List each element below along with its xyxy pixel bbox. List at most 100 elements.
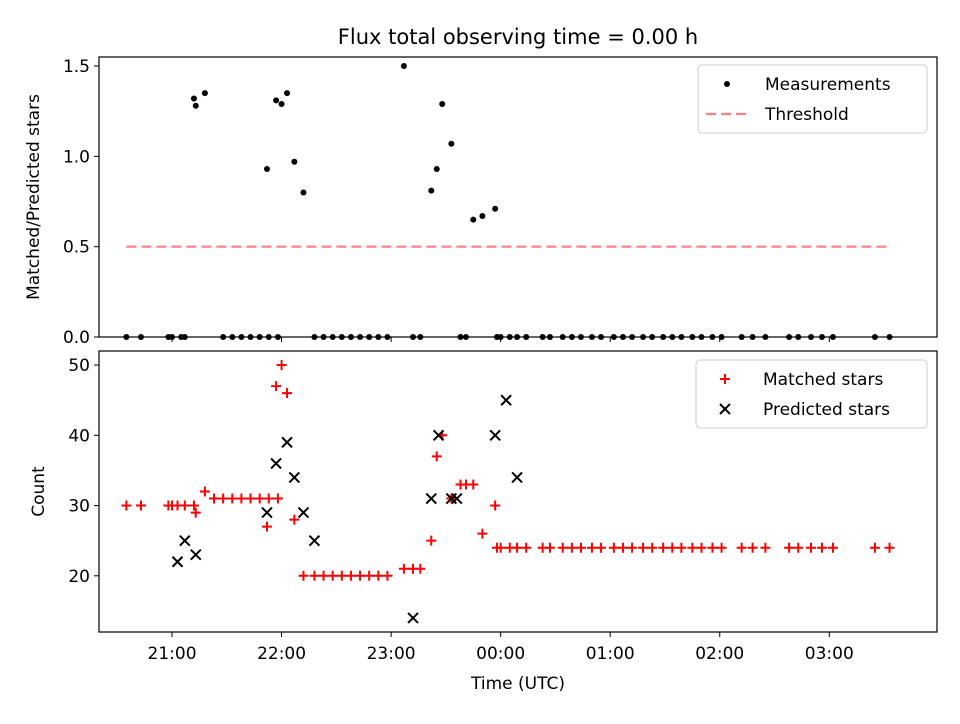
matched-star-point (627, 542, 638, 553)
measurement-point (433, 166, 440, 172)
matched-star-point (760, 542, 771, 553)
matched-star-point (272, 493, 283, 504)
matched-star-point (827, 542, 838, 553)
y-tick-label: 50 (68, 356, 90, 376)
legend-label: Matched stars (763, 370, 883, 390)
matched-star-point (575, 542, 586, 553)
matched-star-point (468, 479, 479, 490)
legend-predicted-marker (719, 403, 731, 415)
measurement-point (470, 216, 477, 223)
x-tick-label: 23:00 (367, 644, 416, 664)
predicted-star-point (261, 506, 273, 519)
matched-star-point (707, 542, 718, 553)
x-tick-label: 22:00 (257, 644, 306, 664)
measurement-point (492, 205, 499, 212)
predicted-star-point (190, 549, 202, 561)
predicted-star-point (281, 436, 293, 449)
x-tick-label: 00:00 (476, 644, 525, 664)
matched-star-point (364, 570, 375, 581)
matched-star-point (327, 570, 338, 581)
predicted-star-point (179, 534, 191, 547)
measurement-point (201, 90, 208, 97)
matched-star-point (227, 493, 238, 504)
predicted-star-point (451, 492, 463, 505)
y-tick-label: 1.0 (63, 147, 90, 167)
matched-star-point (398, 563, 409, 574)
matched-star-point (282, 388, 293, 399)
matched-star-point (596, 542, 607, 553)
matched-star-point (747, 542, 758, 553)
matched-star-point (869, 542, 880, 553)
measurement-point (278, 100, 285, 107)
matched-star-point (736, 542, 747, 553)
y-axis-label: Matched/Predicted stars (24, 94, 44, 300)
x-tick-label: 01:00 (586, 644, 635, 664)
axes-frame (98, 56, 938, 338)
matched-star-point (263, 493, 274, 504)
matched-star-point (696, 542, 707, 553)
measurement-point (439, 100, 446, 107)
measurement-point (190, 95, 197, 102)
matched-star-point (415, 563, 426, 574)
measurement-point (273, 97, 280, 104)
measurement-point (448, 140, 455, 147)
matched-star-point (336, 570, 347, 581)
measurement-point (192, 102, 199, 109)
y-tick-label: 20 (68, 567, 90, 587)
legend-box (695, 359, 928, 429)
matched-star-point (373, 570, 384, 581)
measurement-point (291, 158, 298, 165)
series-1 (171, 394, 523, 624)
predicted-star-point (288, 471, 301, 484)
matched-star-point (667, 542, 678, 553)
matched-star-point (190, 507, 201, 518)
matched-star-point (382, 570, 393, 581)
y-tick-label: 30 (68, 497, 90, 517)
matched-star-point (188, 500, 199, 511)
matched-star-point (289, 514, 300, 525)
axes-frame (98, 350, 938, 633)
matched-star-point (806, 542, 817, 553)
matched-star-point (658, 542, 669, 553)
matched-star-point (544, 542, 555, 553)
bottom-panel: 20 30 40 50 21:00 22:00 23:00 00:00 01:00 02:00 03… (29, 350, 938, 694)
y-tick-label: 40 (68, 426, 90, 446)
predicted-star-point (489, 429, 501, 442)
x-tick-label: 03:00 (805, 644, 854, 664)
legend: Measurements Threshold (697, 64, 928, 134)
legend-label: Predicted stars (763, 400, 890, 420)
matched-star-point (254, 493, 265, 504)
y-tick-label: 0.5 (63, 238, 90, 258)
matched-star-point (716, 542, 727, 553)
matched-star-point (179, 500, 190, 511)
matched-star-point (512, 542, 523, 553)
y-axis-label: Count (29, 466, 49, 517)
matched-star-point (271, 381, 282, 392)
x-tick-label: 02:00 (695, 644, 744, 664)
matched-star-point (309, 570, 320, 581)
matched-star-point (566, 542, 577, 553)
matched-star-point (431, 451, 442, 462)
matched-star-point (816, 542, 827, 553)
matched-star-point (884, 542, 895, 553)
predicted-star-point (270, 457, 282, 470)
matched-star-point (261, 521, 272, 532)
matched-star-point (638, 542, 649, 553)
legend-label: Threshold (764, 105, 849, 125)
matched-star-point (121, 500, 132, 511)
matched-star-point (426, 535, 437, 546)
matched-star-point (793, 542, 804, 553)
matched-star-point (199, 486, 210, 497)
matched-star-point (490, 500, 501, 511)
predicted-star-point (511, 471, 523, 484)
matched-star-point (477, 528, 488, 539)
legend-matched-marker (720, 374, 730, 384)
predicted-star-point (425, 492, 437, 505)
measurement-point (428, 187, 435, 194)
measurement-point (400, 63, 407, 70)
measurement-point (263, 166, 270, 172)
matched-star-point (608, 542, 619, 553)
matched-star-point (521, 542, 532, 553)
matched-star-point (557, 542, 568, 553)
